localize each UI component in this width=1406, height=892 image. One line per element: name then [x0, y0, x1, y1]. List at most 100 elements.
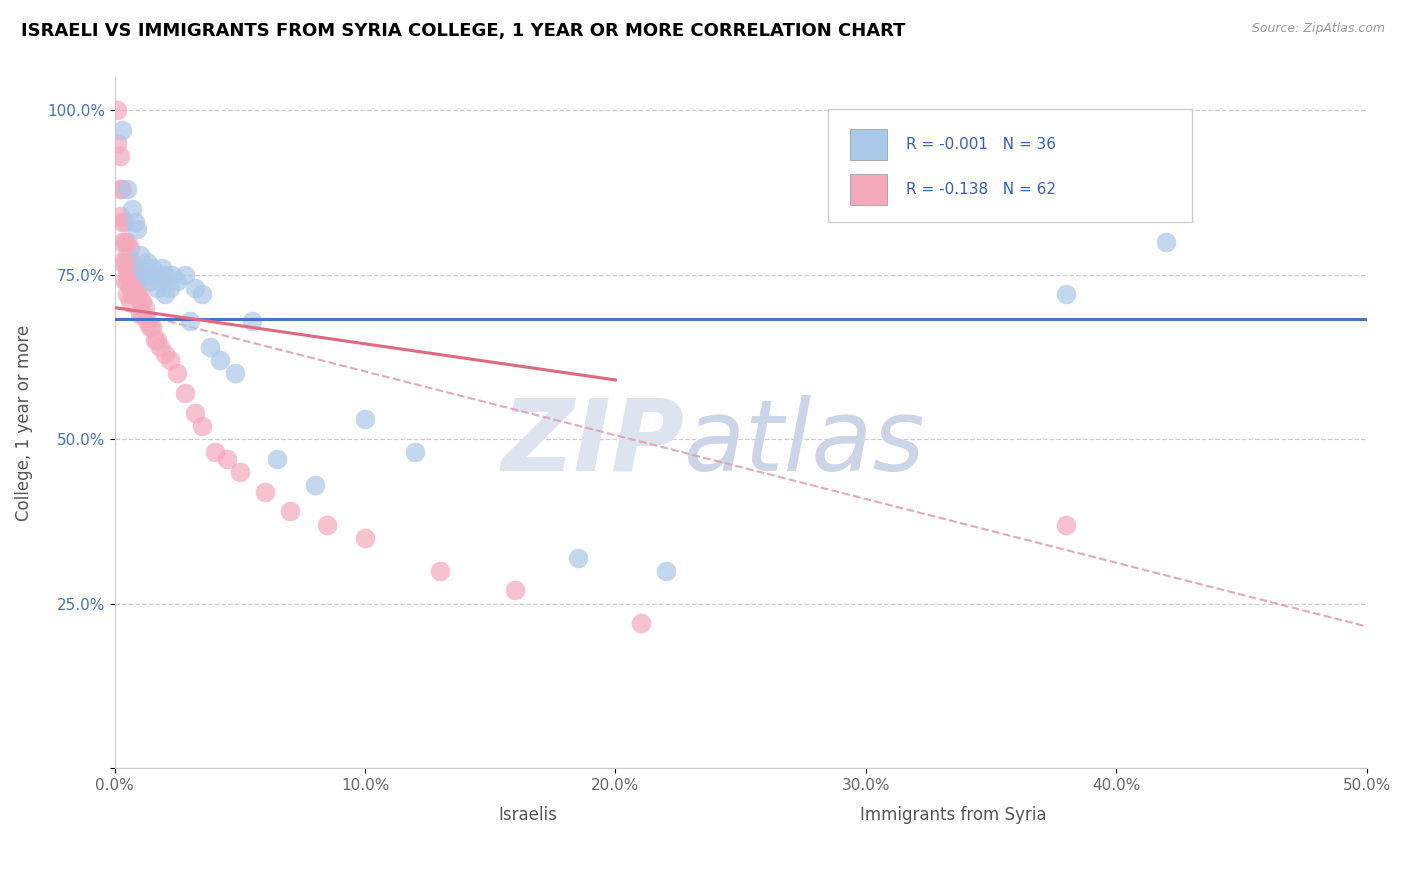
Point: [118, 281, 141, 295]
Point: [131, 307, 153, 321]
Point: [114, 274, 136, 288]
Point: [153, 268, 176, 282]
Point: [146, 334, 169, 348]
Point: [118, 242, 141, 256]
Point: [114, 254, 136, 268]
Point: [118, 293, 141, 308]
Point: [173, 386, 195, 401]
Point: [115, 235, 138, 249]
Text: Source: ZipAtlas.com: Source: ZipAtlas.com: [1251, 22, 1385, 36]
Point: [127, 287, 149, 301]
Point: [179, 314, 201, 328]
Point: [567, 550, 589, 565]
Point: [111, 123, 134, 137]
Point: [138, 274, 160, 288]
Point: [354, 531, 377, 545]
Point: [278, 504, 301, 518]
Point: [240, 314, 263, 328]
Point: [124, 274, 146, 288]
Point: [111, 182, 134, 196]
Point: [204, 445, 226, 459]
Point: [124, 215, 146, 229]
Point: [121, 254, 143, 268]
Point: [266, 451, 288, 466]
Point: [105, 103, 128, 118]
Point: [208, 353, 231, 368]
Point: [229, 465, 252, 479]
Point: [143, 334, 166, 348]
Point: [121, 287, 143, 301]
Text: ISRAELI VS IMMIGRANTS FROM SYRIA COLLEGE, 1 YEAR OR MORE CORRELATION CHART: ISRAELI VS IMMIGRANTS FROM SYRIA COLLEGE…: [21, 22, 905, 40]
Text: Immigrants from Syria: Immigrants from Syria: [860, 805, 1047, 823]
Point: [217, 451, 239, 466]
Point: [198, 340, 221, 354]
Point: [429, 564, 451, 578]
Point: [121, 202, 143, 216]
Point: [141, 261, 163, 276]
Point: [191, 287, 214, 301]
Point: [131, 261, 153, 276]
Point: [114, 215, 136, 229]
Text: atlas: atlas: [685, 395, 927, 491]
Point: [1054, 287, 1077, 301]
Point: [134, 301, 156, 315]
Point: [149, 274, 172, 288]
Point: [115, 287, 138, 301]
Point: [316, 517, 339, 532]
Point: [115, 182, 138, 196]
Point: [253, 484, 276, 499]
Point: [150, 261, 173, 276]
Point: [111, 235, 134, 249]
Text: ZIP: ZIP: [502, 395, 685, 491]
Point: [136, 314, 159, 328]
Point: [108, 149, 131, 163]
Point: [404, 445, 426, 459]
Point: [184, 281, 207, 295]
Point: [108, 182, 131, 196]
Point: [114, 235, 136, 249]
Point: [121, 261, 143, 276]
FancyBboxPatch shape: [828, 109, 1191, 222]
Point: [224, 367, 246, 381]
Point: [138, 320, 160, 334]
Point: [141, 320, 163, 334]
Text: Israelis: Israelis: [498, 805, 557, 823]
Point: [184, 406, 207, 420]
Point: [630, 616, 652, 631]
Point: [111, 215, 134, 229]
Point: [159, 281, 181, 295]
Point: [124, 287, 146, 301]
Point: [131, 293, 153, 308]
Point: [153, 346, 176, 360]
Point: [111, 254, 134, 268]
Point: [115, 261, 138, 276]
Point: [505, 583, 527, 598]
Point: [118, 254, 141, 268]
Point: [654, 564, 676, 578]
Point: [105, 136, 128, 151]
Point: [173, 268, 195, 282]
Point: [304, 478, 326, 492]
Point: [128, 248, 150, 262]
Point: [160, 268, 183, 282]
Point: [146, 281, 169, 295]
Text: R = -0.138   N = 62: R = -0.138 N = 62: [905, 182, 1056, 197]
Point: [115, 274, 138, 288]
FancyBboxPatch shape: [849, 174, 887, 205]
Point: [136, 254, 159, 268]
Text: R = -0.001   N = 36: R = -0.001 N = 36: [905, 137, 1056, 153]
Point: [191, 419, 214, 434]
Point: [127, 221, 149, 235]
Point: [166, 274, 188, 288]
Point: [115, 268, 138, 282]
Point: [166, 367, 188, 381]
FancyBboxPatch shape: [849, 129, 887, 161]
Point: [149, 340, 172, 354]
Point: [121, 274, 143, 288]
Point: [128, 281, 150, 295]
Point: [134, 268, 156, 282]
Point: [124, 261, 146, 276]
Point: [1054, 517, 1077, 532]
Point: [128, 293, 150, 308]
Point: [128, 307, 150, 321]
